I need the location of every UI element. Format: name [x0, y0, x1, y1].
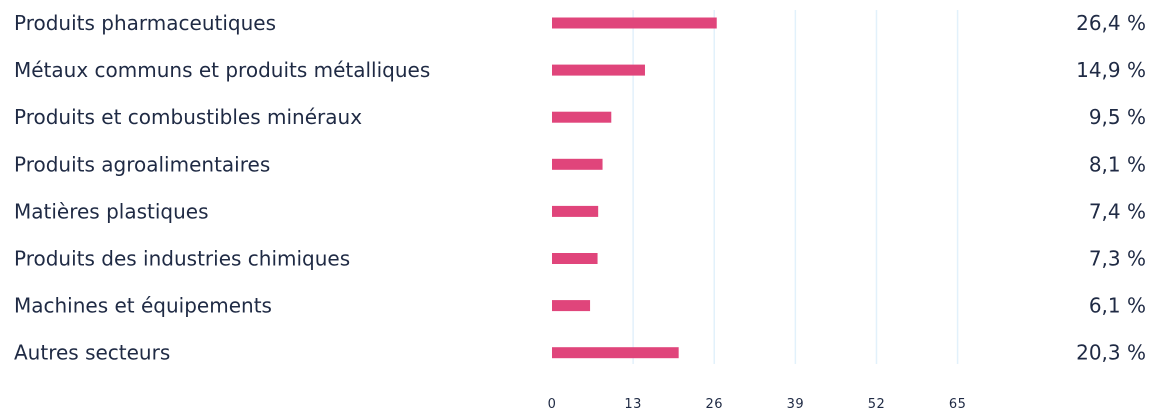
bar-0 — [552, 17, 717, 29]
bar-7 — [552, 347, 679, 359]
value-label: 7,3 % — [1089, 247, 1146, 271]
value-label: 7,4 % — [1089, 199, 1146, 223]
value-labels: 26,4 % 14,9 % 9,5 % 8,1 % 7,4 % 7,3 % 6,1 % 20,… — [1076, 11, 1146, 365]
value-label: 8,1 % — [1089, 152, 1146, 176]
value-label: 6,1 % — [1089, 294, 1146, 318]
x-tick-label: 13 — [624, 397, 642, 412]
x-axis-ticks: 0 13 26 39 52 65 — [548, 397, 967, 412]
x-tick-label: 65 — [949, 397, 967, 412]
value-label: 26,4 % — [1076, 11, 1146, 35]
x-tick-label: 52 — [868, 397, 886, 412]
category-label: Autres secteurs — [14, 341, 170, 365]
gridlines — [632, 10, 959, 364]
category-label: Produits agroalimentaires — [14, 152, 270, 176]
category-label: Machines et équipements — [14, 294, 272, 318]
bar-6 — [552, 300, 591, 312]
x-tick-label: 39 — [787, 397, 805, 412]
category-label: Produits pharmaceutiques — [14, 11, 276, 35]
bars — [552, 17, 717, 359]
value-label: 9,5 % — [1089, 105, 1146, 129]
bar-3 — [552, 158, 603, 170]
category-labels: Produits pharmaceutiques Métaux communs e… — [14, 11, 430, 365]
value-label: 20,3 % — [1076, 341, 1146, 365]
bar-1 — [552, 64, 645, 76]
x-tick-label: 0 — [548, 397, 557, 412]
bar-5 — [552, 253, 598, 264]
bar-4 — [552, 205, 599, 217]
bar-2 — [552, 111, 612, 123]
x-tick-label: 26 — [705, 397, 723, 412]
category-label: Produits et combustibles minéraux — [14, 105, 362, 129]
category-label: Métaux communs et produits métalliques — [14, 58, 430, 82]
category-label: Produits des industries chimiques — [14, 247, 350, 271]
category-label: Matières plastiques — [14, 199, 209, 223]
value-label: 14,9 % — [1076, 58, 1146, 82]
